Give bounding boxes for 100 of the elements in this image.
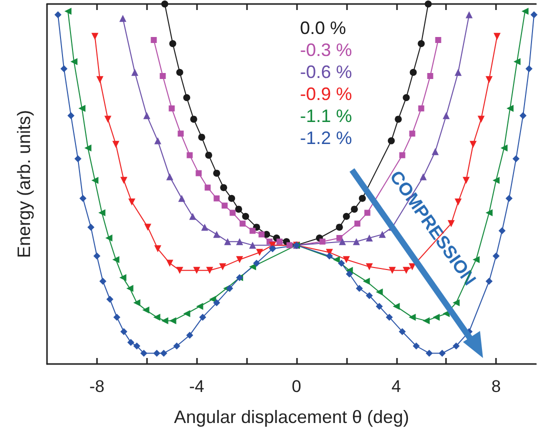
- point: [522, 8, 529, 15]
- point: [332, 256, 340, 264]
- point: [342, 256, 350, 264]
- point: [250, 228, 256, 234]
- point: [91, 32, 98, 40]
- point: [286, 242, 293, 248]
- point: [236, 256, 244, 264]
- point: [242, 212, 250, 220]
- point: [206, 266, 214, 274]
- point: [64, 8, 72, 15]
- point: [96, 76, 104, 84]
- point: [133, 299, 140, 306]
- point: [78, 104, 86, 112]
- point: [201, 224, 208, 231]
- x-tick-label: -4: [189, 377, 204, 396]
- point: [84, 144, 92, 152]
- point: [514, 58, 521, 66]
- point: [338, 238, 346, 246]
- point: [131, 68, 138, 76]
- text: -1.2 %: [300, 128, 352, 148]
- point: [435, 37, 442, 43]
- point: [112, 256, 120, 264]
- point: [492, 176, 500, 184]
- point: [478, 116, 485, 123]
- point: [366, 263, 373, 270]
- point: [253, 260, 260, 267]
- point: [173, 342, 180, 350]
- point: [526, 65, 533, 72]
- point: [99, 278, 106, 285]
- point: [79, 194, 86, 202]
- x-tick-label: -8: [89, 377, 104, 396]
- point: [376, 302, 383, 310]
- point: [128, 198, 136, 206]
- point: [506, 194, 513, 202]
- point: [269, 245, 276, 252]
- point: [54, 11, 62, 18]
- point: [104, 116, 112, 123]
- point: [196, 302, 204, 310]
- point: [189, 212, 196, 220]
- point: [87, 224, 94, 231]
- point: [166, 173, 174, 180]
- point: [336, 224, 343, 231]
- point: [454, 68, 462, 76]
- point: [376, 288, 383, 296]
- point: [418, 105, 424, 112]
- point: [422, 317, 430, 324]
- point: [160, 73, 166, 79]
- point: [91, 176, 98, 184]
- point: [119, 274, 126, 282]
- point: [249, 242, 256, 249]
- point: [392, 302, 400, 310]
- point: [402, 94, 410, 102]
- point: [319, 238, 326, 245]
- point: [409, 130, 416, 137]
- point: [256, 248, 264, 256]
- point: [199, 314, 206, 321]
- point: [492, 252, 500, 260]
- point: [442, 112, 450, 120]
- point: [399, 152, 406, 158]
- point: [338, 260, 345, 267]
- point: [230, 210, 236, 216]
- point: [466, 11, 473, 18]
- point: [186, 152, 193, 158]
- x-tick-label: 4: [392, 377, 402, 396]
- point: [144, 224, 152, 231]
- text: -0.6 %: [300, 62, 352, 82]
- point: [113, 314, 120, 321]
- point: [236, 238, 244, 246]
- point: [226, 284, 234, 292]
- point: [183, 94, 190, 102]
- point: [326, 252, 333, 260]
- point: [486, 209, 493, 216]
- point: [494, 32, 501, 40]
- x-axis-title: Angular displacement θ (deg): [174, 407, 410, 427]
- point: [120, 176, 128, 184]
- point: [240, 220, 246, 227]
- point: [410, 68, 417, 76]
- point: [219, 263, 226, 270]
- point: [222, 202, 228, 209]
- point: [350, 206, 358, 213]
- point: [412, 342, 420, 350]
- point: [60, 65, 68, 72]
- point: [432, 314, 440, 321]
- point: [220, 184, 228, 192]
- point: [142, 306, 150, 314]
- point: [394, 116, 402, 123]
- point: [486, 278, 493, 285]
- point: [228, 194, 236, 202]
- point: [498, 227, 506, 234]
- point: [362, 278, 370, 285]
- point: [386, 314, 393, 321]
- point: [486, 76, 493, 84]
- point: [364, 210, 370, 216]
- point: [213, 170, 220, 177]
- point: [161, 0, 168, 8]
- point: [154, 245, 162, 252]
- point: [354, 220, 360, 227]
- point: [426, 350, 433, 357]
- point: [427, 73, 434, 79]
- point: [176, 68, 184, 76]
